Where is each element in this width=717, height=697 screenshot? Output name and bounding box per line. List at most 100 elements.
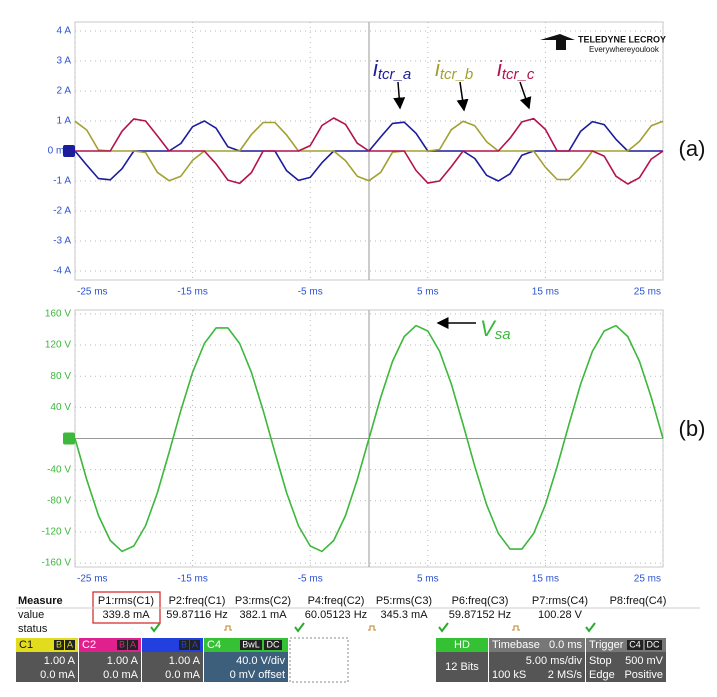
- y-tick-label: -160 V: [42, 558, 72, 569]
- logo-brand: TELEDYNE LECROY: [578, 34, 666, 44]
- empty-slot[interactable]: [289, 637, 349, 683]
- channel-name: C1: [19, 639, 33, 651]
- trigger-coupling: DC: [647, 639, 660, 649]
- channel-offset: 0.0 mA: [40, 669, 76, 681]
- channel-tag: B: [119, 639, 125, 649]
- x-tick-label: 25 ms: [634, 287, 661, 298]
- status-ok: [150, 622, 161, 633]
- measure-value: 339.8 mA: [102, 609, 150, 621]
- measure-header: P3:rms(C2): [235, 595, 291, 607]
- chart: 4 A 3 A 2 A 1 A 0 mA -1 A -2 A -3 A -4 A -25 ms -1…: [48, 21, 706, 298]
- annotation-subscript: tcr_c: [502, 66, 535, 83]
- trigger-slope: Positive: [624, 669, 663, 681]
- measure-value: 345.3 mA: [380, 609, 428, 621]
- panel-label: (a): [679, 136, 706, 161]
- status-pulse: [224, 625, 232, 631]
- y-tick-label: -80 V: [47, 495, 71, 506]
- measure-value: 59.87116 Hz: [166, 609, 228, 621]
- x-tick-label: -25 ms: [77, 287, 108, 298]
- channel-tag: A: [67, 639, 73, 649]
- status-pulse: [368, 625, 376, 631]
- chart: 160 V 120 V 80 V 40 V -40 V -80 V -120 V -160 V…: [42, 309, 706, 585]
- series-annotation: itcr_c: [497, 56, 535, 83]
- channel-c3[interactable]: B A 1.00 A 0.0 mA: [142, 638, 203, 682]
- x-tick-label: 5 ms: [417, 574, 439, 585]
- status-ok: [585, 622, 596, 633]
- annotation-subscript: sa: [495, 326, 511, 343]
- measure-header: P7:rms(C4): [532, 595, 588, 607]
- measure-header: P1:rms(C1): [98, 595, 154, 607]
- timebase-box[interactable]: Timebase 0.0 ms 5.00 ms/div 100 kS 2 MS/…: [489, 638, 585, 682]
- y-tick-label: 160 V: [45, 309, 71, 320]
- channel-c1[interactable]: C1 B A 1.00 A 0.0 mA: [16, 638, 78, 682]
- y-tick-label: 1 A: [57, 116, 72, 127]
- timebase-title: Timebase: [492, 639, 540, 651]
- y-tick-label: 0 mA: [48, 146, 72, 157]
- series-annotation: itcr_a: [373, 56, 411, 83]
- y-tick-label: 2 A: [57, 86, 72, 97]
- annotation-symbol: i: [373, 56, 379, 81]
- y-tick-label: -3 A: [53, 236, 71, 247]
- status-ok: [294, 622, 305, 633]
- x-tick-label: -15 ms: [177, 287, 208, 298]
- x-tick-label: 15 ms: [532, 287, 559, 298]
- measure-header: P6:freq(C3): [452, 595, 509, 607]
- measure-header: P5:rms(C3): [376, 595, 432, 607]
- measure-table: Measure P1:rms(C1) P2:freq(C1) P3:rms(C2) P4…: [16, 591, 700, 635]
- x-tick-label: 5 ms: [417, 287, 439, 298]
- channel-name: C2: [82, 639, 96, 651]
- charts: 4 A 3 A 2 A 1 A 0 mA -1 A -2 A -3 A -4 A -25 ms -1…: [42, 21, 706, 585]
- y-tick-label: 80 V: [50, 371, 71, 382]
- measure-value: 60.05123 Hz: [305, 609, 367, 621]
- y-tick-label: 40 V: [50, 402, 71, 413]
- annotation-subscript: tcr_a: [378, 66, 411, 83]
- series-annotation: itcr_b: [435, 56, 473, 83]
- logo-icon: [540, 34, 575, 50]
- y-tick-label: -40 V: [47, 464, 71, 475]
- series-annotation: Vsa: [480, 316, 511, 343]
- channel-c4[interactable]: C4 BwL DC 40.0 V/div 0 mV offset: [204, 638, 288, 682]
- status-ok: [438, 622, 449, 633]
- y-tick-label: 4 A: [57, 26, 72, 37]
- channel-tag: BwL: [242, 639, 260, 649]
- y-tick-label: -4 A: [53, 266, 71, 277]
- status-pulse: [512, 625, 520, 631]
- channel-tag: B: [56, 639, 62, 649]
- row-label: status: [18, 623, 48, 635]
- trigger-source: C4: [629, 639, 641, 649]
- channel-scale: 1.00 A: [44, 655, 76, 667]
- annotation-symbol: i: [435, 56, 441, 81]
- channel-scale: 40.0 V/div: [236, 655, 285, 667]
- channel-tag: DC: [267, 639, 280, 649]
- timebase-rate: 2 MS/s: [548, 669, 583, 681]
- measure-header: P8:freq(C4): [610, 595, 667, 607]
- measure-value: 59.87152 Hz: [449, 609, 511, 621]
- measure-header: P2:freq(C1): [169, 595, 226, 607]
- trigger-state: Stop: [589, 655, 612, 667]
- annotation-symbol: V: [480, 316, 497, 341]
- acquisition-box[interactable]: HD 12 Bits: [436, 638, 488, 682]
- channel-offset: 0.0 mA: [165, 669, 201, 681]
- timebase-delay: 0.0 ms: [549, 639, 583, 651]
- acq-mode: HD: [454, 639, 470, 651]
- series-line: [74, 324, 664, 553]
- channel-name: C4: [207, 639, 221, 651]
- channel-offset: 0 mV offset: [230, 669, 285, 681]
- trigger-type: Edge: [589, 669, 615, 681]
- x-tick-label: 15 ms: [532, 574, 559, 585]
- panel-label: (b): [679, 416, 706, 441]
- channel-c2[interactable]: C2 B A 1.00 A 0.0 mA: [79, 638, 141, 682]
- measure-value: 100.28 V: [538, 609, 583, 621]
- annotation-arrow: [393, 81, 406, 110]
- channel-tag: B: [181, 639, 187, 649]
- series-line: [75, 117, 664, 185]
- measure-title: Measure: [18, 595, 63, 607]
- annotation-arrow: [456, 81, 469, 112]
- measure-header: P4:freq(C2): [308, 595, 365, 607]
- channel-scale: 1.00 A: [169, 655, 201, 667]
- trigger-box[interactable]: Trigger C4 DC Stop 500 mV Edge Positive: [586, 638, 666, 682]
- annotation-arrow: [519, 81, 532, 110]
- timebase-scale: 5.00 ms/div: [526, 655, 583, 667]
- acq-resolution: 12 Bits: [445, 661, 479, 673]
